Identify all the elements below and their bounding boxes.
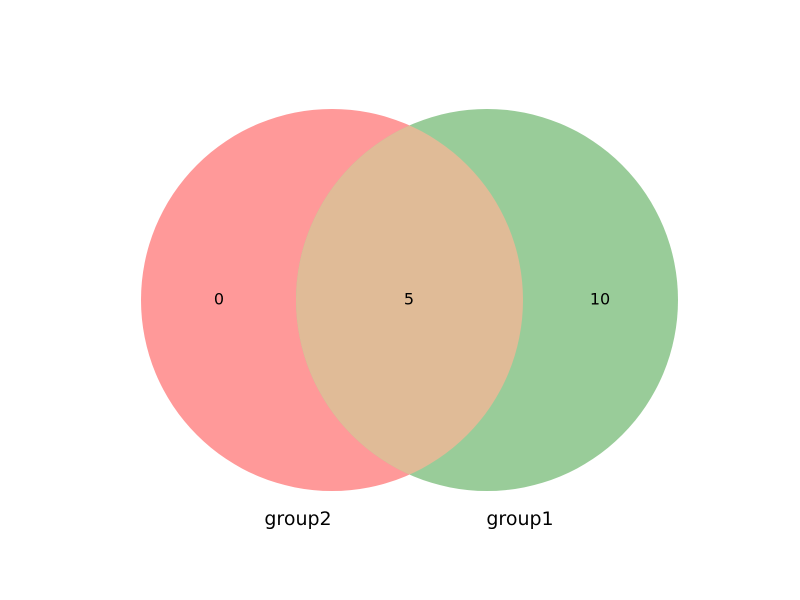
group2-label: group2 — [264, 508, 331, 530]
intersection-count: 5 — [404, 290, 414, 309]
group1-label: group1 — [486, 508, 553, 530]
group1-only-count: 10 — [590, 290, 610, 309]
group2-only-count: 0 — [214, 290, 224, 309]
overlap-region — [296, 109, 523, 491]
